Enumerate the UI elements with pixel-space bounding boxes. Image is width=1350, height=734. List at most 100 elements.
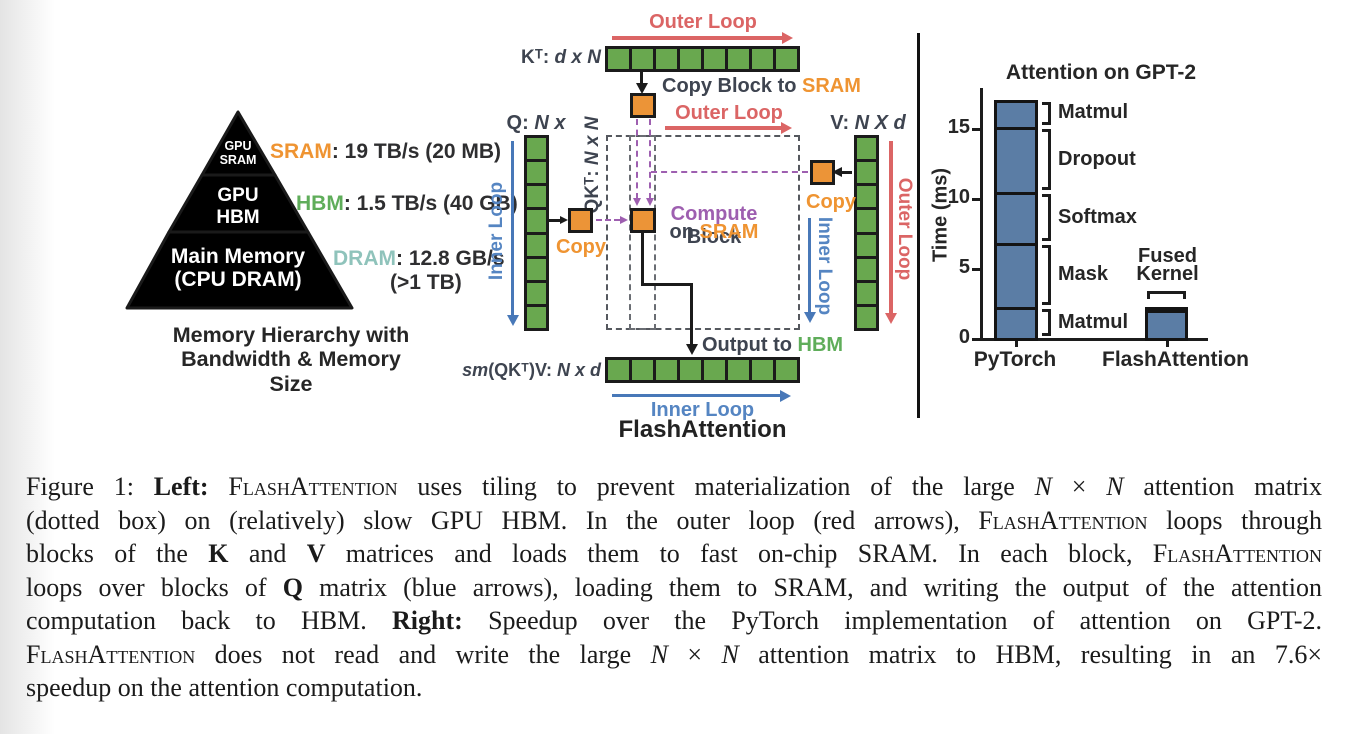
text-run: QKᵀ: xyxy=(582,165,603,214)
matrix-block-cell xyxy=(608,360,629,380)
v-matrix-blocks xyxy=(854,135,879,331)
output-matrix-blocks xyxy=(605,357,800,383)
caption-line-7: speedup on the attention computation. xyxy=(26,671,1322,705)
segment-bracket xyxy=(1042,128,1051,191)
outer-loop-right-arrowhead xyxy=(885,313,897,324)
text-run: sm xyxy=(462,360,489,380)
matrix-block-cell xyxy=(680,360,701,380)
kt-matrix-blocks xyxy=(605,46,800,72)
segment-label-dropout: Dropout xyxy=(1058,147,1136,170)
copy-q-label: Copy xyxy=(556,236,606,258)
caption-line-2: (dotted box) on (relatively) slow GPU HB… xyxy=(26,504,1322,538)
annotation-dram-capacity: (>1 TB) xyxy=(390,271,462,295)
q-to-copy-arrow xyxy=(549,219,561,222)
text-run: V xyxy=(306,539,326,568)
matrix-block-cell xyxy=(632,49,653,69)
matrix-block-cell xyxy=(527,162,546,184)
text-run: SRAM xyxy=(270,140,332,163)
chart-y-axis-label: Time (ms) xyxy=(929,167,952,263)
text-run: speedup on the attention computation. xyxy=(26,673,423,702)
matrix-block-cell xyxy=(527,138,546,160)
caption-line-1: Figure 1: Left: FlashAttention uses tili… xyxy=(26,470,1322,504)
text-run: (>1 TB) xyxy=(390,271,462,294)
text-run: on xyxy=(669,221,700,243)
matrix-block-cell xyxy=(752,49,773,69)
text-run: SRAM xyxy=(699,221,759,243)
output-matrix-label: sm(QKᵀ)V: N x d xyxy=(455,360,601,381)
text-run: blocks of the xyxy=(26,539,209,568)
segment-bracket xyxy=(1042,194,1051,241)
matrix-block-cell xyxy=(656,49,677,69)
annotation-dram-bandwidth: DRAM: 12.8 GB/s xyxy=(333,247,505,271)
pytorch-bar-segment-mask xyxy=(994,242,1038,311)
segment-bracket xyxy=(1042,244,1051,306)
text-run: Block xyxy=(686,226,742,248)
q-matrix-blocks xyxy=(524,135,549,331)
chart-x-axis xyxy=(980,338,1208,341)
matrix-block-cell xyxy=(857,282,876,304)
fused-kernel-bracket xyxy=(1147,291,1186,300)
text-run: Kᵀ: xyxy=(520,47,555,68)
k-block-to-compute-dashed xyxy=(636,119,638,199)
text-run: V: xyxy=(830,112,855,134)
matrix-block-cell xyxy=(728,360,749,380)
attention-chart: Attention on GPT-2 Time (ms) 0 5 10 15 Matmu… xyxy=(929,55,1250,387)
y-tick-mark xyxy=(972,128,981,131)
text-run: HBM xyxy=(797,334,844,356)
pytorch-bar-segment-matmul xyxy=(994,307,1038,341)
inner-loop-right-arrow xyxy=(808,218,811,316)
segment-label-matmul: Matmul xyxy=(1058,101,1128,124)
copy-v-label: Copy xyxy=(806,191,856,213)
fused-kernel-label: Fused Kernel xyxy=(1136,245,1199,286)
memory-pyramid xyxy=(125,110,354,310)
pytorch-bar-segment-dropout xyxy=(994,126,1038,196)
matrix-block-cell xyxy=(632,360,653,380)
text-run: uses tiling to prevent materialization o… xyxy=(397,472,1035,501)
caption-line-6: FlashAttention does not read and write t… xyxy=(26,638,1322,672)
text-run: attention matrix xyxy=(1123,472,1323,501)
kt-matrix-label: Kᵀ: d x N xyxy=(495,47,601,69)
v-block-to-compute-dashed-horizontal xyxy=(651,171,808,173)
matrix-block-cell xyxy=(704,360,725,380)
matrix-block-cell xyxy=(776,360,797,380)
output-to-hbm-label: Output to HBM xyxy=(702,334,843,357)
text-run: Compute xyxy=(670,203,758,225)
pyramid-caption-line1: Memory Hierarchy with xyxy=(172,323,410,347)
text-run: FlashAttention xyxy=(228,472,398,501)
outer-loop-top-arrow xyxy=(612,36,784,40)
annotation-sram-bandwidth: SRAM: 19 TB/s (20 MB) xyxy=(270,140,501,164)
inner-loop-bottom-label: Inner Loop xyxy=(650,399,755,421)
caption-line-5: computation back to HBM. Right: Speedup … xyxy=(26,604,1322,638)
inner-loop-bottom-arrowhead xyxy=(780,390,791,402)
pyramid-caption-line2: Bandwidth & Memory Size xyxy=(181,347,401,396)
text-run: × xyxy=(1051,472,1107,501)
x-category-label-flashattention: FlashAttention xyxy=(1102,348,1249,371)
matrix-block-cell xyxy=(857,234,876,256)
matrix-block-cell xyxy=(527,258,546,280)
panel-divider xyxy=(917,33,920,418)
y-tick-label: 5 xyxy=(958,256,970,278)
outer-loop-top-arrowhead xyxy=(782,32,793,44)
sram-copy-block-k xyxy=(630,93,656,118)
segment-label-mask: Mask xyxy=(1058,263,1109,285)
text-run: Q xyxy=(282,572,303,602)
v-matrix-label: V: N X d xyxy=(830,112,906,135)
text-run: matrix (blue arrows), loading them to SR… xyxy=(302,572,1322,602)
text-run: : 12.8 GB/s xyxy=(396,247,505,270)
text-run: FlashAttention xyxy=(978,505,1148,535)
matrix-block-cell xyxy=(527,210,546,232)
flashattention-bar xyxy=(1145,307,1188,341)
y-tick-label: 15 xyxy=(947,116,970,138)
matrix-block-cell xyxy=(857,186,876,208)
pytorch-bar-segment-matmul xyxy=(994,100,1038,130)
y-tick-mark xyxy=(972,268,981,271)
text-run: and xyxy=(228,539,307,568)
compute-output-arrowhead xyxy=(686,344,698,355)
text-run: DRAM xyxy=(333,247,396,270)
text-run: does not read and write the large xyxy=(195,639,651,669)
outer-loop-right-arrow xyxy=(889,141,893,317)
tier-label-gpu-hbm: GPU HBM xyxy=(216,185,260,228)
annotation-hbm-bandwidth: HBM: 1.5 TB/s (40 GB) xyxy=(296,192,518,216)
text-run: : 19 TB/s (20 MB) xyxy=(331,140,502,163)
matrix-block-cell xyxy=(857,210,876,232)
